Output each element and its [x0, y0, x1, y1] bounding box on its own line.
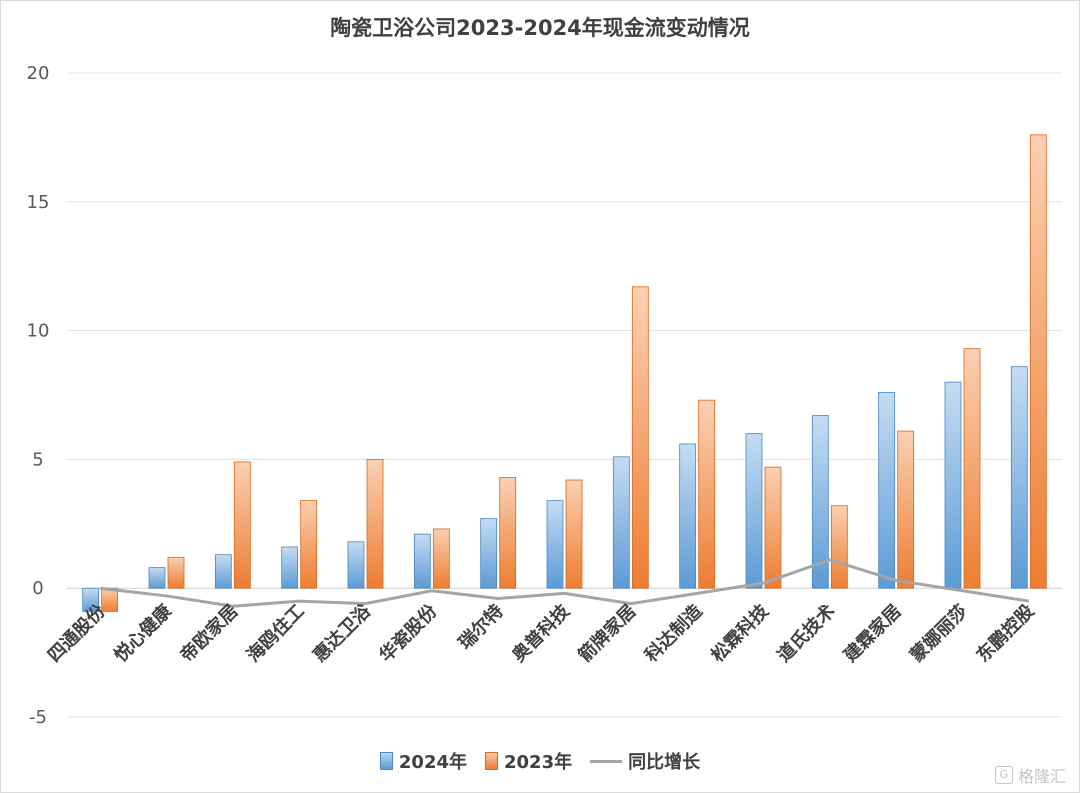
bar-2023-7 [565, 479, 583, 589]
bar-2023-2 [233, 461, 251, 589]
x-tick-label: 奥普科技 [508, 599, 575, 666]
bar-2024-0 [82, 587, 100, 612]
y-tick-label: 5 [32, 449, 43, 470]
legend-label-2023: 2023年 [504, 752, 573, 773]
x-tick-label: 科达制造 [640, 600, 706, 666]
x-axis: 四通股份 悦心健康 帝欧家居 海鸥住工 惠达卫浴 华瓷股份 瑞尔特 奥普科技 箭牌家居 科达制造松… [43, 599, 1039, 666]
x-tick-label: 松霖科技 [707, 599, 774, 666]
legend-swatch-2023 [485, 752, 498, 770]
x-tick-label: 箭牌家居 [574, 600, 640, 666]
y-tick-label: 20 [27, 63, 50, 84]
x-tick-label: 帝欧家居 [176, 600, 242, 666]
legend-item-2023: 2023年 [485, 748, 572, 774]
bar-2023-14 [1029, 134, 1047, 589]
bar-2023-8 [631, 286, 649, 589]
x-tick-label: 海鸥住工 [242, 600, 308, 666]
chart-title: 陶瓷卫浴公司2023-2024年现金流变动情况 [330, 16, 750, 40]
bar-layer [82, 134, 1047, 612]
bar-2024-7 [546, 500, 564, 589]
legend-item-2024: 2024年 [379, 748, 467, 774]
line-yoy-growth [99, 558, 1030, 608]
bar-2023-1 [167, 556, 185, 589]
watermark-text: 格隆汇 [1017, 767, 1066, 786]
bar-2024-2 [214, 554, 232, 589]
bar-2023-3 [300, 500, 318, 589]
bar-2024-9 [679, 443, 697, 589]
bar-2024-3 [281, 546, 299, 589]
x-tick-label: 瑞尔特 [454, 600, 508, 654]
x-tick-label: 东鹏控股 [972, 599, 1039, 666]
bar-2023-6 [499, 477, 517, 589]
bar-2023-9 [698, 399, 716, 589]
x-tick-label: 悦心健康 [110, 599, 177, 666]
x-tick-label: 建霖家居 [839, 600, 905, 666]
legend-label-yoy: 同比增长 [628, 752, 701, 773]
y-axis: 20 15 10 5 0 -5 [27, 63, 50, 728]
x-tick-label: 惠达卫浴 [309, 599, 376, 666]
bar-2024-13 [944, 381, 962, 589]
bar-2023-11 [830, 505, 848, 589]
x-tick-label: 蒙娜丽莎 [906, 600, 972, 666]
bar-2023-0 [101, 587, 119, 612]
watermark: G 格隆汇 [994, 763, 1066, 787]
legend: 2024年 2023年 同比增长 [0, 748, 1080, 774]
bar-2024-1 [148, 567, 166, 589]
y-tick-label: 15 [27, 192, 50, 213]
bar-2024-4 [347, 541, 365, 589]
legend-swatch-2024 [379, 752, 393, 770]
y-tick-label: 10 [27, 321, 50, 342]
bar-2024-8 [612, 456, 630, 589]
bar-2024-14 [1010, 366, 1028, 589]
watermark-logo-icon: G [994, 766, 1013, 784]
bar-2024-5 [413, 533, 431, 589]
x-tick-label: 华瓷股份 [375, 599, 442, 666]
x-tick-label: 四通股份 [43, 599, 110, 666]
y-tick-label: 0 [32, 578, 43, 599]
bar-2023-12 [897, 430, 915, 589]
x-tick-label: 道氏技术 [773, 600, 839, 666]
legend-swatch-yoy [590, 759, 623, 763]
y-tick-label: -5 [29, 707, 47, 728]
bar-2023-5 [432, 528, 450, 589]
bar-2023-10 [764, 466, 782, 589]
legend-label-2024: 2024年 [398, 752, 467, 773]
bar-2023-4 [366, 458, 384, 589]
bar-2023-13 [963, 348, 981, 589]
bar-2024-6 [480, 518, 498, 589]
bar-2024-11 [811, 415, 829, 589]
grid-layer [67, 72, 1062, 718]
legend-item-yoy: 同比增长 [590, 748, 700, 774]
line-layer [99, 558, 1030, 608]
bar-2024-10 [745, 433, 763, 589]
bar-2024-12 [878, 392, 896, 589]
